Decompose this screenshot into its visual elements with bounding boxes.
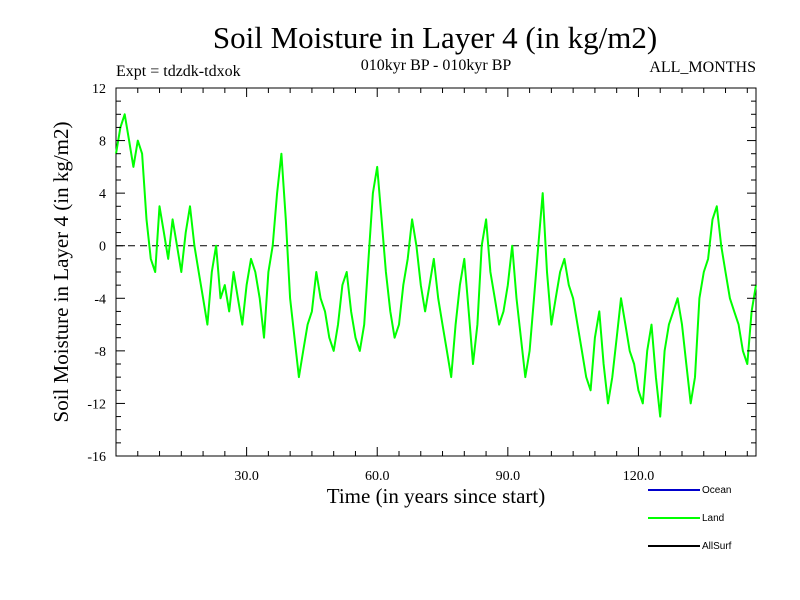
y-tick-label: 0 [99,240,106,255]
series-line-land [115,113,757,418]
time-range-label: 010kyr BP - 010kyr BP [361,57,512,74]
x-tick-label: 90.0 [496,469,521,484]
y-tick-label: 12 [92,82,106,97]
months-label: ALL_MONTHS [649,59,756,76]
legend-label-land: Land [702,513,724,524]
experiment-label: Expt = tdzdk-tdxok [116,63,241,80]
x-tick-label: 30.0 [234,469,259,484]
y-tick-label: -12 [87,397,106,412]
y-tick-label: 8 [99,135,106,150]
x-tick-label: 120.0 [623,469,655,484]
chart-title: Soil Moisture in Layer 4 (in kg/m2) [213,20,657,55]
y-tick-label: -4 [94,292,106,307]
legend-label-ocean: Ocean [702,485,731,496]
y-tick-label: -16 [87,450,106,465]
legend-label-allsurf: AllSurf [702,541,732,552]
y-tick-label: 4 [99,187,106,202]
y-axis-label: Soil Moisture in Layer 4 (in kg/m2) [49,122,73,423]
x-axis-label: Time (in years since start) [327,484,546,508]
x-tick-label: 60.0 [365,469,390,484]
y-tick-label: -8 [94,345,106,360]
